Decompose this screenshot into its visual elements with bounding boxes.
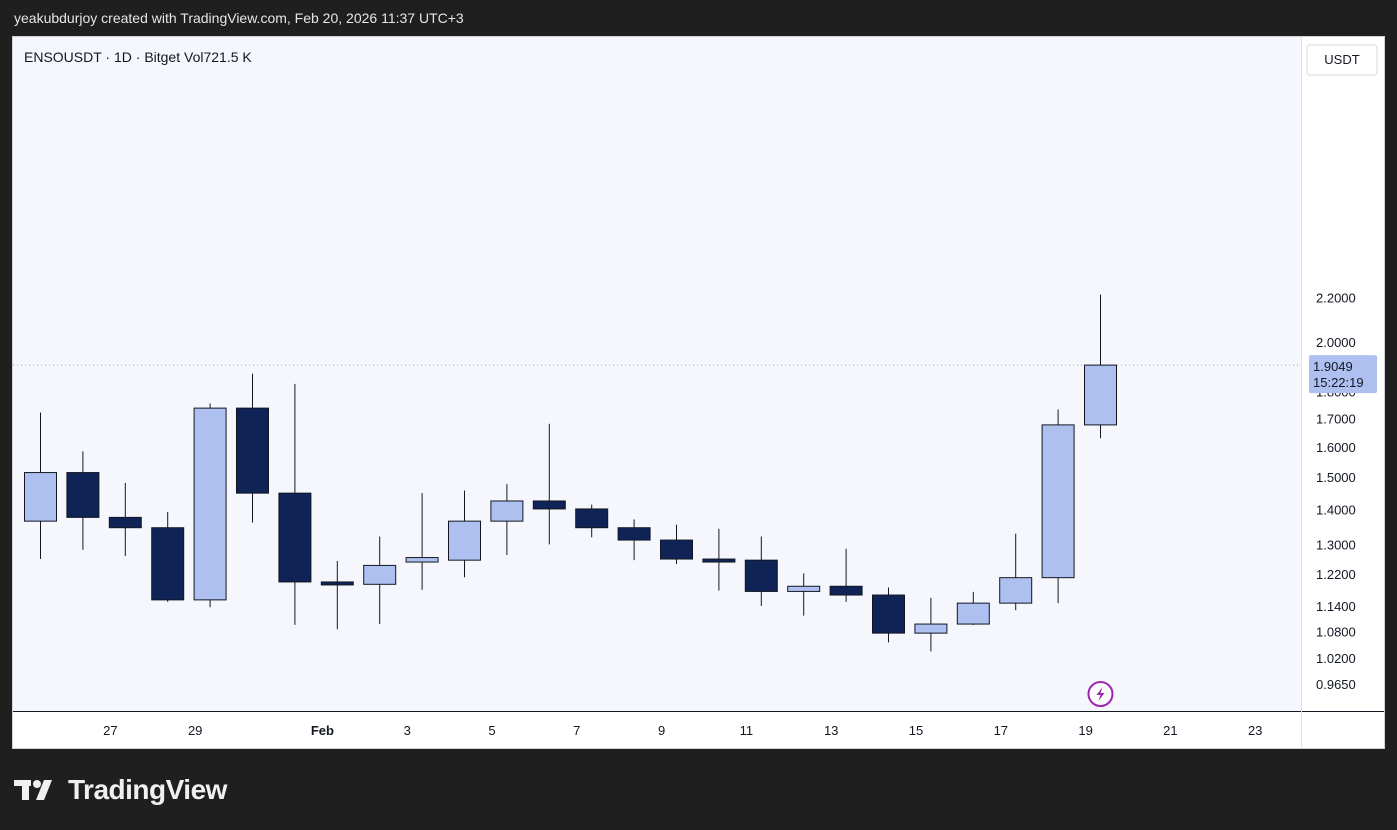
tradingview-logo-icon xyxy=(14,780,52,800)
last-price-tag xyxy=(1309,355,1377,394)
lightning-bolt xyxy=(1096,687,1105,701)
tradingview-brand: TradingView xyxy=(14,774,227,806)
candle-body[interactable] xyxy=(24,472,57,522)
candle-body[interactable] xyxy=(956,602,990,625)
candle-body[interactable] xyxy=(872,594,905,634)
candle-body[interactable] xyxy=(320,581,354,586)
candle-body[interactable] xyxy=(702,558,736,563)
y-tick-label: 1.0800 xyxy=(1316,624,1356,639)
candle-body[interactable] xyxy=(151,527,185,601)
x-tick-label: 11 xyxy=(740,723,754,738)
y-tick-label: 2.0000 xyxy=(1316,335,1356,350)
x-tick-label: 13 xyxy=(824,723,838,738)
y-tick-label: 1.5000 xyxy=(1316,470,1356,485)
x-tick-label: 5 xyxy=(488,723,495,738)
candle-body[interactable] xyxy=(236,407,269,494)
x-tick-label: 15 xyxy=(909,723,923,738)
candle-body[interactable] xyxy=(490,500,524,522)
candle-body[interactable] xyxy=(405,557,439,563)
candle-body[interactable] xyxy=(829,585,863,596)
candle-body[interactable] xyxy=(278,492,312,583)
brand-name: TradingView xyxy=(68,774,227,805)
time-axis[interactable] xyxy=(13,711,1301,748)
candle-body[interactable] xyxy=(744,559,778,592)
y-tick-label: 0.9650 xyxy=(1316,677,1356,692)
unit-box xyxy=(1306,44,1378,76)
chart-caption: yeakubdurjoy created with TradingView.co… xyxy=(14,10,464,26)
y-tick-label: 1.4000 xyxy=(1316,503,1356,518)
y-tick-label: 1.0200 xyxy=(1316,651,1356,666)
countdown-label: 15:22:19 xyxy=(1313,375,1364,390)
x-tick-label: 29 xyxy=(188,723,202,738)
candle-body[interactable] xyxy=(1041,424,1075,579)
candle-body[interactable] xyxy=(660,539,693,560)
y-tick-label: 2.2000 xyxy=(1316,291,1356,306)
y-tick-label: 1.1400 xyxy=(1316,599,1356,614)
y-tick-label: 1.3000 xyxy=(1316,537,1356,552)
y-tick-label: 1.7000 xyxy=(1316,411,1356,426)
candle-body[interactable] xyxy=(914,623,948,634)
last-price-label: 1.9049 xyxy=(1313,359,1353,374)
x-tick-label: 21 xyxy=(1163,723,1177,738)
unit-label: USDT xyxy=(1324,52,1359,67)
candle-body[interactable] xyxy=(193,407,227,601)
chart-frame: USDT ENSOUSDT · 1D · Bitget Vol721.5 K 2.2… xyxy=(12,36,1385,749)
x-tick-label: 9 xyxy=(658,723,665,738)
candle-body[interactable] xyxy=(66,472,100,518)
x-tick-label: 7 xyxy=(573,723,580,738)
y-tick-label: 1.6000 xyxy=(1316,440,1356,455)
x-tick-label: 3 xyxy=(404,723,411,738)
candle-body[interactable] xyxy=(999,577,1033,604)
candle-body[interactable] xyxy=(108,516,142,529)
candle-body[interactable] xyxy=(1084,364,1117,426)
x-tick-label: Feb xyxy=(311,723,334,738)
x-tick-label: 17 xyxy=(994,723,1008,738)
candle-body[interactable] xyxy=(363,564,397,585)
candle-body[interactable] xyxy=(617,527,651,541)
candle-body[interactable] xyxy=(787,585,821,592)
x-tick-label: 23 xyxy=(1248,723,1262,738)
candle-body[interactable] xyxy=(575,508,609,529)
x-tick-label: 19 xyxy=(1078,723,1092,738)
candlestick-chart[interactable]: USDT ENSOUSDT · 1D · Bitget Vol721.5 K 2.2… xyxy=(13,37,1384,748)
x-tick-label: 27 xyxy=(103,723,117,738)
candle-body[interactable] xyxy=(532,500,566,510)
chart-legend: ENSOUSDT · 1D · Bitget Vol721.5 K xyxy=(24,49,252,65)
y-tick-label: 1.2200 xyxy=(1316,567,1356,582)
candle-body[interactable] xyxy=(448,520,481,561)
